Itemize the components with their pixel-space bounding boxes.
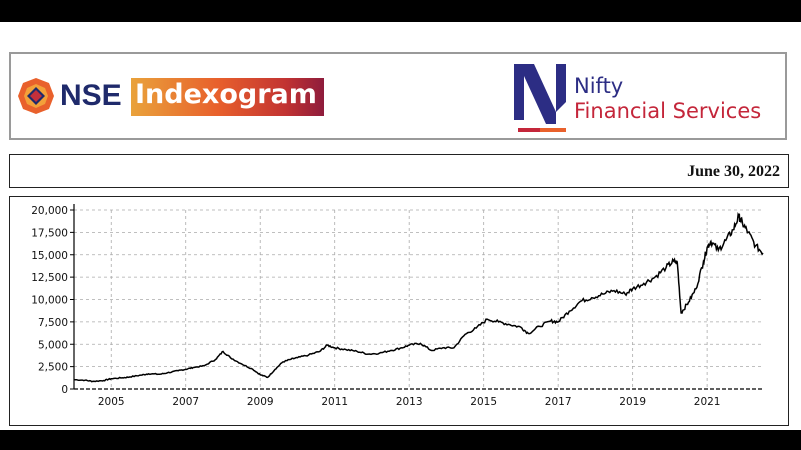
report-date: June 30, 2022 xyxy=(687,163,780,180)
indexogram-wordmark: Indexogram xyxy=(135,79,317,110)
top-black-bar xyxy=(0,0,801,22)
chart-frame xyxy=(9,196,789,426)
header-banner xyxy=(9,52,787,140)
nse-logo-icon xyxy=(18,78,54,114)
index-name-line2: Financial Services xyxy=(574,99,762,123)
nse-wordmark: NSE xyxy=(60,79,122,112)
indexogram-badge: Indexogram xyxy=(131,78,324,116)
bottom-black-bar xyxy=(0,430,801,450)
date-bar: June 30, 2022 xyxy=(9,154,789,188)
index-name-line1: Nifty xyxy=(574,74,624,98)
nifty-logo-icon xyxy=(514,64,566,132)
